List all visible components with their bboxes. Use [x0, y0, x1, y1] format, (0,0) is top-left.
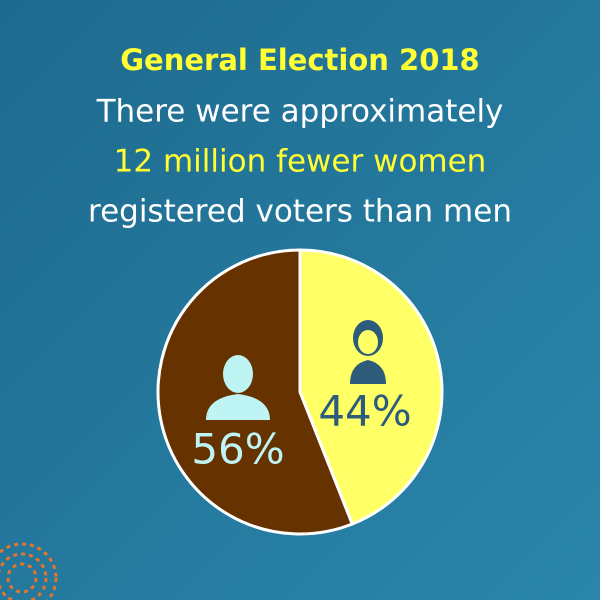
subtitle-line: registered voters than men	[88, 194, 512, 230]
pie-slice	[156, 248, 355, 536]
chart-title: General Election 2018	[120, 43, 479, 77]
woman-icon	[350, 320, 386, 384]
subtitle-line: 12 million fewer women	[114, 144, 487, 180]
pie-slice	[298, 248, 444, 526]
subtitle-line: There were approximately	[96, 94, 504, 130]
pie	[156, 248, 444, 536]
data-label: 44%	[318, 387, 411, 436]
data-label: 56%	[191, 425, 284, 474]
decoration	[0, 542, 58, 600]
man-icon	[206, 355, 270, 420]
